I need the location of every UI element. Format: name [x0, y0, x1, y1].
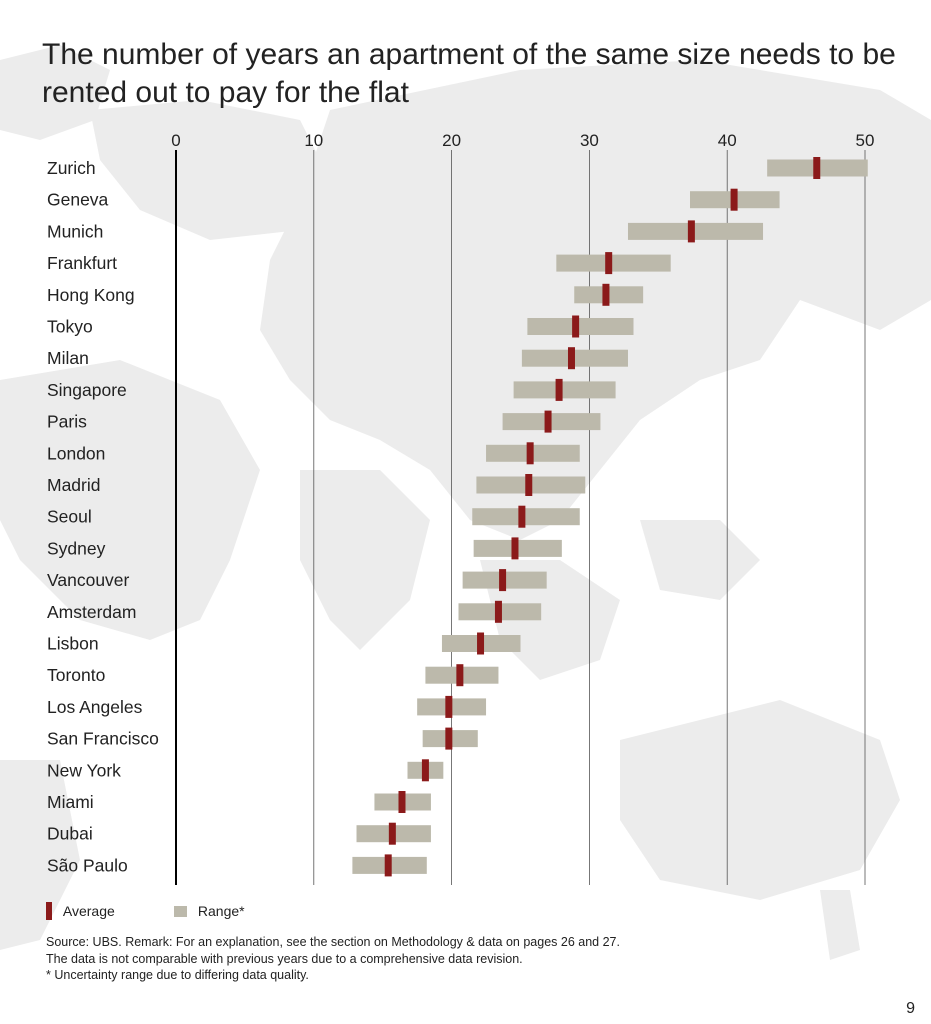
source-note: Source: UBS. Remark: For an explanation,…: [46, 935, 620, 949]
average-marker: [567, 347, 575, 370]
average-marker: [544, 410, 552, 433]
city-label: New York: [47, 760, 121, 780]
average-marker: [572, 315, 580, 338]
city-label: Dubai: [47, 824, 93, 844]
average-marker: [494, 600, 502, 623]
average-marker: [518, 505, 526, 528]
city-label: Miami: [47, 792, 94, 812]
city-label: Hong Kong: [47, 285, 135, 305]
x-tick-label: 50: [856, 131, 875, 150]
average-marker: [398, 791, 406, 813]
page-number: 9: [906, 1000, 915, 1017]
city-label: Milan: [47, 348, 89, 368]
average-marker: [445, 727, 453, 750]
chart-notes: Source: UBS. Remark: For an explanation,…: [46, 934, 620, 984]
average-marker: [421, 759, 429, 782]
range-bar: [472, 508, 580, 526]
x-tick-label: 30: [580, 131, 599, 150]
average-marker: [605, 252, 613, 275]
range-bar: [627, 222, 764, 240]
city-label: Lisbon: [47, 634, 99, 654]
average-marker: [813, 157, 821, 179]
average-marker: [555, 378, 563, 401]
city-label: São Paulo: [47, 855, 128, 875]
average-marker: [445, 695, 453, 718]
city-label: Frankfurt: [47, 253, 117, 273]
range-bar: [556, 254, 671, 272]
city-label: Vancouver: [47, 570, 130, 590]
average-marker: [384, 854, 392, 877]
city-label: San Francisco: [47, 729, 159, 749]
average-marker: [602, 283, 610, 306]
city-label: Toronto: [47, 665, 105, 685]
city-label: Amsterdam: [47, 602, 136, 622]
city-label: Zurich: [47, 158, 96, 178]
city-label: Madrid: [47, 475, 101, 495]
city-label: Sydney: [47, 538, 106, 558]
range-bar: [527, 318, 634, 335]
x-tick-label: 0: [171, 131, 180, 150]
average-marker: [525, 474, 533, 496]
city-label: Singapore: [47, 380, 127, 400]
average-marker: [511, 537, 519, 560]
x-tick-label: 20: [442, 131, 461, 150]
legend-item-average: Average: [46, 902, 115, 921]
city-label: Tokyo: [47, 317, 93, 337]
average-swatch: [46, 902, 52, 921]
city-label: London: [47, 443, 105, 463]
average-marker: [456, 664, 464, 687]
revision-note: The data is not comparable with previous…: [46, 951, 523, 966]
legend-item-range: Range*: [174, 902, 245, 919]
average-markers: [384, 157, 821, 877]
average-marker: [477, 632, 485, 655]
city-labels: Zurich Geneva Munich Frankfurt Hong Kong Toky…: [47, 158, 159, 875]
city-label: Paris: [47, 412, 87, 432]
city-label: Geneva: [47, 190, 109, 210]
x-tick-label: 10: [304, 131, 323, 150]
average-marker: [687, 220, 695, 243]
x-tick-labels: 0 10 20 30 40 50: [171, 131, 874, 150]
footnote: * Uncertainty range due to differing dat…: [46, 968, 309, 982]
average-marker: [499, 569, 507, 592]
average-marker: [526, 442, 534, 465]
average-marker: [730, 188, 738, 211]
chart-title: The number of years an apartment of the …: [42, 38, 896, 109]
legend-range-label: Range*: [197, 903, 245, 920]
city-label: Los Angeles: [47, 697, 143, 717]
city-label: Seoul: [47, 507, 92, 527]
legend-average-label: Average: [62, 903, 115, 920]
x-tick-label: 40: [718, 131, 737, 150]
gridlines: [175, 150, 866, 885]
range-bar: [513, 381, 616, 399]
range-swatch: [174, 905, 187, 917]
city-label: Munich: [47, 221, 103, 241]
average-marker: [388, 822, 396, 845]
